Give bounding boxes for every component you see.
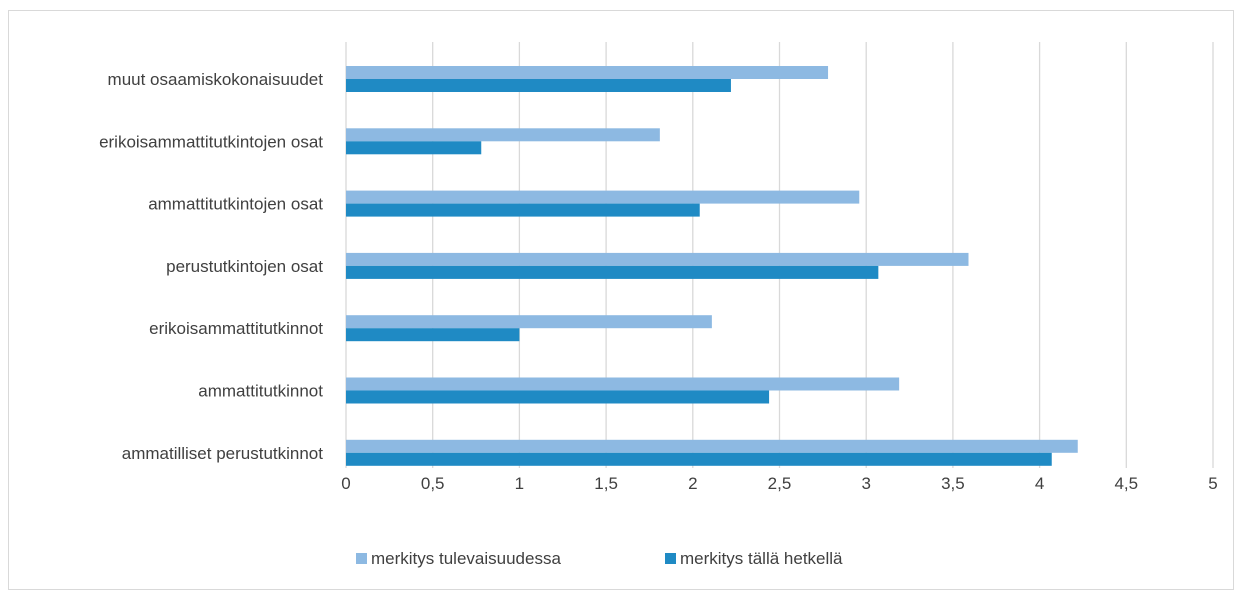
x-tick-label: 4 (1035, 474, 1044, 493)
category-label: erikoisammattitutkintojen osat (99, 132, 323, 151)
category-label: ammattitutkinnot (198, 382, 323, 401)
x-tick-label: 3,5 (941, 474, 965, 493)
bar-future (346, 128, 660, 142)
bar-future (346, 252, 969, 266)
x-tick-label: 5 (1208, 474, 1217, 493)
bars (346, 66, 1078, 466)
category-label: ammattitutkintojen osat (148, 195, 323, 214)
bar-future (346, 66, 829, 79)
x-tick-label: 0 (341, 474, 350, 493)
x-tick-label: 2,5 (768, 474, 792, 493)
legend: merkitys tulevaisuudessa merkitys tällä h… (356, 549, 843, 568)
tick-labels: 0 0,5 1 1,5 2 2,5 3 3,5 4 4,5 5 (341, 474, 1217, 493)
bar-future (346, 190, 860, 204)
category-label: ammatilliset perustutkinnot (122, 444, 324, 463)
x-tick-label: 0,5 (421, 474, 445, 493)
bar-future (346, 315, 712, 329)
category-label: erikoisammattitutkinnot (149, 319, 323, 338)
x-tick-label: 4,5 (1114, 474, 1138, 493)
legend-swatch (356, 553, 367, 564)
bar-current (346, 390, 770, 404)
bar-future (346, 439, 1078, 453)
bar-current (346, 203, 700, 217)
category-label: perustutkintojen osat (166, 257, 323, 276)
bar-current (346, 265, 879, 279)
bar-current (346, 452, 1052, 466)
legend-label: merkitys tällä hetkellä (680, 549, 843, 568)
bar-current (346, 79, 731, 92)
x-tick-label: 1 (515, 474, 524, 493)
bar-future (346, 377, 900, 391)
legend-swatch (665, 553, 676, 564)
x-tick-label: 2 (688, 474, 697, 493)
category-label: muut osaamiskokonaisuudet (108, 70, 324, 89)
bar-current (346, 141, 482, 155)
category-labels: muut osaamiskokonaisuudet erikoisammattit… (99, 70, 323, 463)
bar-current (346, 328, 520, 342)
chart-frame (8, 10, 1234, 590)
x-tick-label: 3 (861, 474, 870, 493)
x-tick-label: 1,5 (594, 474, 618, 493)
legend-label: merkitys tulevaisuudessa (371, 549, 561, 568)
